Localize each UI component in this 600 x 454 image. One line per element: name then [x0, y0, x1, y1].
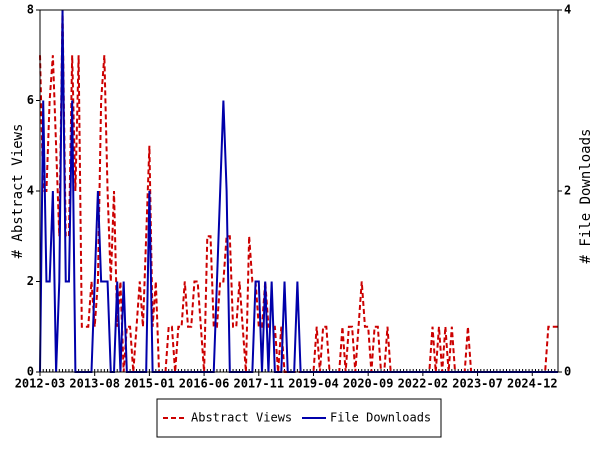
x-tick-label: 2015-01	[124, 377, 175, 391]
x-tick-label: 2024-12	[507, 377, 558, 391]
x-tick-label: 2020-09	[343, 377, 394, 391]
y2-tick-label: 0	[564, 365, 571, 379]
y2-tick-label: 4	[564, 3, 571, 17]
x-tick-label: 2012-03	[15, 377, 66, 391]
y-axis-label: # Abstract Views	[10, 124, 26, 259]
y-tick-label: 0	[27, 365, 34, 379]
x-tick-label: 2013-08	[69, 377, 120, 391]
y-tick-label: 4	[27, 184, 34, 198]
x-tick-label: 2023-07	[452, 377, 503, 391]
x-tick-label: 2017-11	[233, 377, 284, 391]
x-tick-label: 2016-06	[179, 377, 230, 391]
legend-box	[156, 398, 442, 438]
plot-frame	[39, 9, 559, 373]
y-tick-label: 2	[27, 274, 34, 288]
x-tick-label: 2022-02	[398, 377, 449, 391]
legend-label: File Downloads	[330, 411, 431, 425]
x-tick-label: 2019-04	[288, 377, 339, 391]
y2-axis-label: # File Downloads	[578, 129, 594, 264]
legend-label: Abstract Views	[191, 411, 292, 425]
y2-tick-label: 2	[564, 184, 571, 198]
y-tick-label: 8	[27, 3, 34, 17]
y-tick-label: 6	[27, 93, 34, 107]
